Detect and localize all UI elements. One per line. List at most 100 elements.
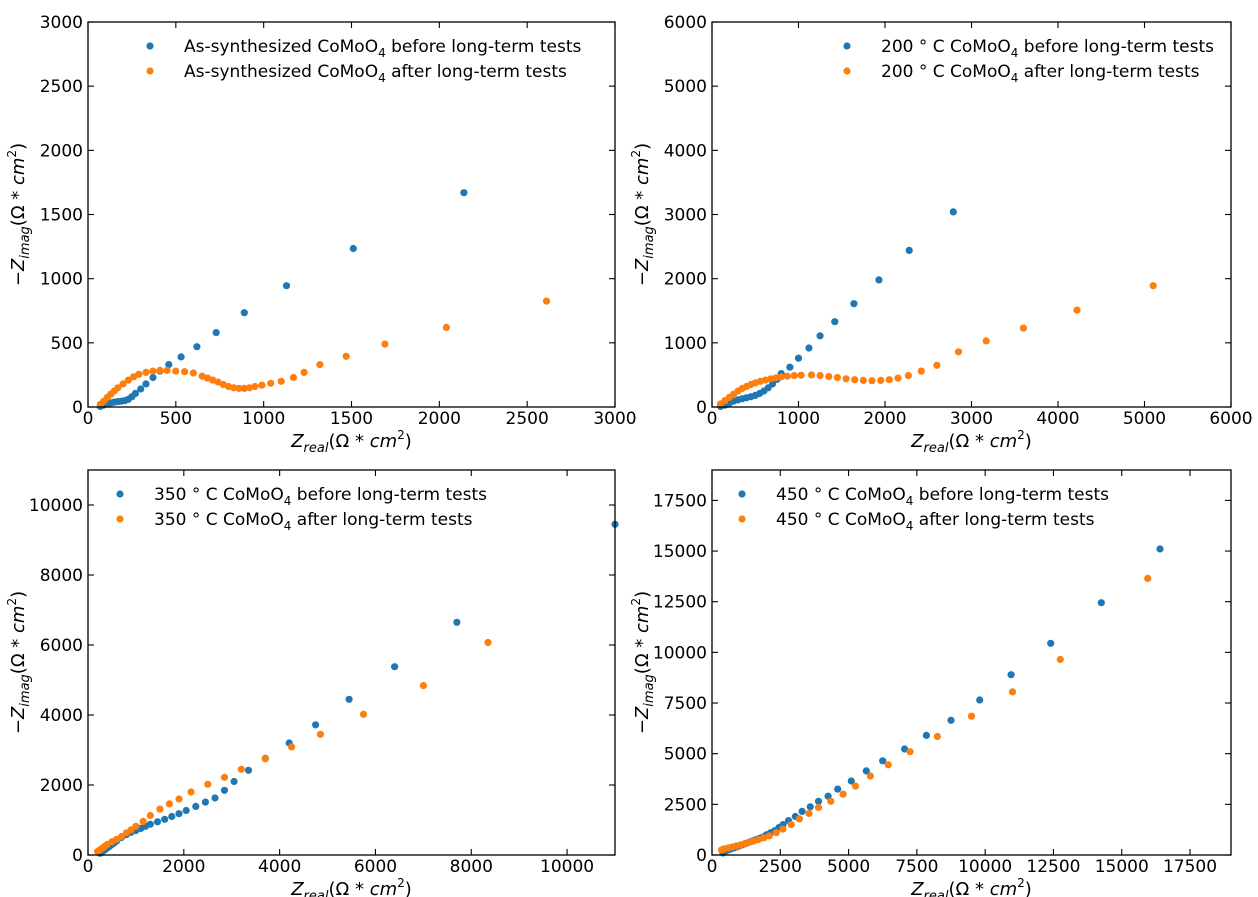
data-point <box>816 332 824 340</box>
data-point <box>182 806 190 815</box>
y-tick-label: 1500 <box>40 206 83 226</box>
data-point <box>947 716 955 724</box>
data-point <box>149 367 157 375</box>
data-point <box>834 785 842 793</box>
data-point <box>230 384 238 392</box>
y-tick-label: 12500 <box>653 593 707 613</box>
data-point <box>827 797 835 805</box>
legend: As-synthesized CoMoO4 before long-term t… <box>146 37 582 85</box>
data-point <box>204 780 212 788</box>
y-axis-label: −Zimag(Ω * cm2) <box>629 143 657 286</box>
data-point <box>954 348 963 356</box>
y-tick-label: 7500 <box>664 694 707 714</box>
x-tick-label: 3000 <box>593 409 636 429</box>
data-point <box>884 761 892 769</box>
data-point <box>342 352 350 360</box>
y-tick-label: 0 <box>72 398 83 418</box>
data-points <box>96 189 551 410</box>
data-points <box>718 545 1164 857</box>
data-point <box>877 376 885 384</box>
data-point <box>240 309 248 317</box>
y-tick-label: 2000 <box>40 141 83 161</box>
y-tick-label: 500 <box>51 334 83 354</box>
data-point <box>786 363 794 371</box>
y-tick-label: 3000 <box>40 13 83 33</box>
data-point <box>177 353 185 361</box>
x-tick-label: 0 <box>707 857 718 877</box>
data-point <box>212 329 220 337</box>
data-point <box>779 825 787 833</box>
data-point <box>976 696 984 704</box>
data-point <box>244 766 253 774</box>
data-point <box>460 189 468 197</box>
data-point <box>814 797 823 805</box>
data-point <box>349 244 357 253</box>
data-point <box>484 638 492 647</box>
data-point <box>258 381 266 389</box>
data-point <box>1019 324 1027 332</box>
y-tick-label: 6000 <box>664 13 707 33</box>
legend-marker-before <box>738 490 746 498</box>
legend-label-before: 350 ° C CoMoO4 before long-term tests <box>154 485 487 508</box>
x-tick-label: 0 <box>83 857 94 877</box>
y-tick-label: 3000 <box>664 206 707 226</box>
series-after <box>94 638 492 856</box>
x-tick-label: 6000 <box>354 857 397 877</box>
data-point <box>794 354 803 362</box>
x-tick-label: 1500 <box>330 409 373 429</box>
data-point <box>833 373 842 382</box>
x-tick-label: 5000 <box>1123 409 1166 429</box>
x-tick-label: 2500 <box>506 409 549 429</box>
data-point <box>825 372 833 381</box>
data-point <box>1008 688 1017 696</box>
x-tick-label: 1000 <box>242 409 285 429</box>
data-point <box>163 366 171 374</box>
y-tick-label: 0 <box>696 398 707 418</box>
data-point <box>161 815 169 823</box>
x-tick-label: 1000 <box>777 409 820 429</box>
data-point <box>267 379 275 387</box>
legend-label-before: 450 ° C CoMoO4 before long-term tests <box>776 485 1109 508</box>
data-point <box>235 384 243 392</box>
data-point <box>765 832 774 840</box>
data-point <box>866 772 875 780</box>
y-tick-label: 15000 <box>653 542 707 562</box>
data-point <box>787 821 795 829</box>
data-point <box>345 695 353 703</box>
data-point <box>1073 306 1081 314</box>
data-point <box>862 767 870 775</box>
legend-marker-after <box>146 67 154 75</box>
y-tick-label: 10000 <box>653 643 707 663</box>
data-point <box>135 370 143 378</box>
x-tick-label: 2000 <box>418 409 461 429</box>
data-point <box>1007 671 1015 679</box>
legend-marker-before <box>146 42 154 50</box>
data-point <box>261 755 269 763</box>
plot-frame <box>711 469 1232 856</box>
data-point <box>1097 599 1105 607</box>
y-tick-label: 17500 <box>653 491 707 511</box>
data-point <box>381 340 389 348</box>
data-point <box>316 730 324 738</box>
data-point <box>220 773 229 781</box>
data-point <box>797 371 805 379</box>
data-point <box>316 361 324 369</box>
y-tick-label: 8000 <box>40 566 83 586</box>
data-point <box>1047 639 1055 647</box>
y-tick-label: 6000 <box>40 636 83 656</box>
data-point <box>312 721 320 729</box>
data-point <box>142 368 150 376</box>
y-axis-label: −Zimag(Ω * cm2) <box>5 143 33 286</box>
data-point <box>904 372 913 380</box>
x-axis-label: Zreal(Ω * cm2) <box>290 876 412 897</box>
legend: 200 ° C CoMoO4 before long-term tests200… <box>843 37 1214 85</box>
legend-marker-after <box>116 515 124 523</box>
data-point <box>175 810 183 818</box>
data-point <box>192 802 200 811</box>
series-after <box>96 297 551 408</box>
data-point <box>277 377 285 385</box>
series-before <box>96 520 619 857</box>
data-point <box>922 731 931 740</box>
data-point <box>783 372 791 380</box>
y-tick-label: 4000 <box>664 141 707 161</box>
